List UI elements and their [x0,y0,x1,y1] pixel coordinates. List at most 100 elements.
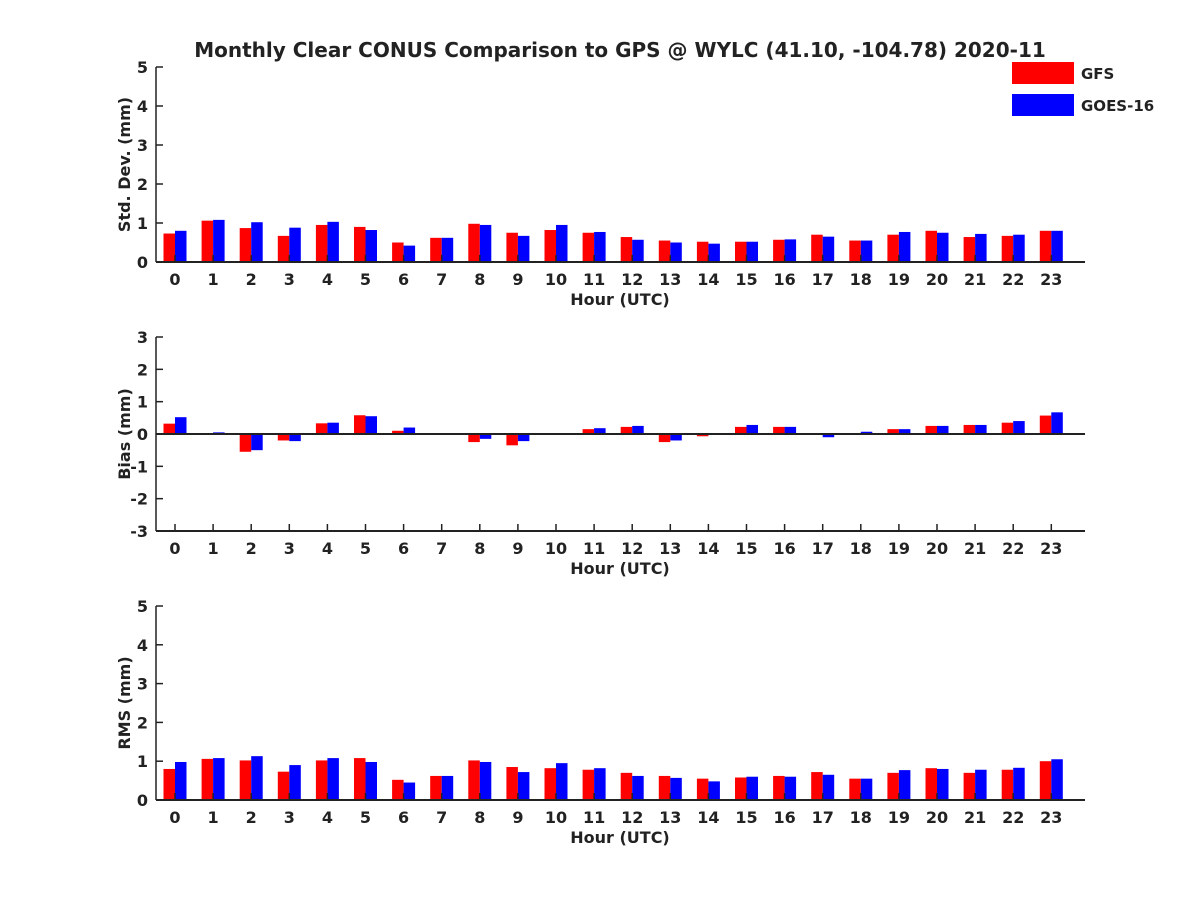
bar-gfs-hour-4 [315,423,328,434]
legend: GFS GOES-16 [1012,62,1154,116]
y-tick-label: 1 [137,752,148,771]
bar-goes-16-hour-21 [975,233,987,262]
bar-gfs-hour-0 [163,233,175,262]
bar-goes-16-hour-0 [175,761,187,800]
bar-goes-16-hour-17 [822,774,835,800]
x-axis-label: Hour (UTC) [570,290,670,309]
bar-goes-16-hour-6 [403,782,416,800]
bar-gfs-hour-10 [544,768,556,800]
x-tick-label: 6 [398,808,409,827]
bar-goes-16-hour-20 [937,425,949,434]
bar-goes-16-hour-17 [822,434,835,438]
bar-gfs-hour-21 [963,237,976,262]
x-tick-label: 8 [474,270,485,289]
x-tick-label: 17 [812,270,834,289]
x-tick-label: 19 [888,539,910,558]
y-axis-label: Bias (mm) [115,388,134,480]
x-tick-label: 21 [964,808,986,827]
bar-goes-16-hour-5 [365,230,377,262]
bar-goes-16-hour-4 [327,758,339,800]
bar-gfs-hour-2 [239,434,252,452]
bar-goes-16-hour-4 [327,221,339,262]
x-tick-label: 8 [474,539,485,558]
x-tick-label: 21 [964,539,986,558]
x-tick-label: 6 [398,539,409,558]
bar-gfs-hour-17 [811,772,823,800]
bar-gfs-hour-3 [277,434,290,441]
bar-gfs-hour-0 [163,423,175,434]
bar-gfs-hour-4 [315,224,328,262]
bar-gfs-hour-11 [582,232,595,262]
bar-goes-16-hour-23 [1051,412,1063,434]
x-tick-label: 13 [659,270,681,289]
bar-gfs-hour-18 [849,778,861,800]
bar-gfs-hour-4 [315,760,328,800]
bar-gfs-hour-0 [163,768,175,800]
y-tick-label: 0 [137,425,148,444]
legend-swatch-goes-16 [1012,94,1074,116]
bar-gfs-hour-5 [354,226,366,262]
bar-gfs-hour-14 [696,241,709,262]
bar-gfs-hour-22 [1001,235,1014,262]
bar-gfs-hour-11 [582,429,595,434]
y-tick-label: 2 [137,175,148,194]
bar-gfs-hour-22 [1001,769,1014,800]
bar-goes-16-hour-8 [479,761,492,800]
bar-goes-16-hour-8 [479,224,492,262]
bar-gfs-hour-13 [658,434,671,443]
bar-goes-16-hour-16 [784,426,797,434]
legend-label-goes-16: GOES-16 [1081,97,1154,115]
x-tick-label: 18 [850,270,872,289]
y-tick-label: 0 [137,253,148,272]
bar-goes-16-hour-14 [708,243,720,262]
x-tick-label: 3 [284,808,295,827]
bar-gfs-hour-21 [963,772,976,800]
bar-goes-16-hour-11 [594,768,606,800]
y-tick-label: 1 [137,393,148,412]
bar-goes-16-hour-0 [175,230,187,262]
x-tick-label: 6 [398,270,409,289]
y-axis-label: Std. Dev. (mm) [115,97,134,232]
x-tick-label: 19 [888,270,910,289]
bar-goes-16-hour-9 [517,434,530,442]
x-tick-label: 13 [659,539,681,558]
bar-goes-16-hour-18 [860,431,873,434]
bar-gfs-hour-8 [468,434,480,443]
bar-goes-16-hour-1 [213,758,225,800]
bar-goes-16-hour-6 [403,427,416,434]
bar-gfs-hour-12 [620,772,633,800]
bar-goes-16-hour-8 [479,434,492,439]
bar-gfs-hour-17 [811,234,823,262]
bar-gfs-hour-7 [430,237,442,262]
bar-gfs-hour-8 [468,223,480,262]
bar-goes-16-hour-4 [327,422,339,434]
bar-goes-16-hour-21 [975,769,987,800]
x-tick-label: 5 [360,270,371,289]
bar-goes-16-hour-10 [556,224,568,262]
x-tick-label: 4 [322,808,333,827]
x-tick-label: 18 [850,808,872,827]
bar-gfs-hour-15 [735,777,747,800]
bar-gfs-hour-9 [506,434,518,446]
x-axis-label: Hour (UTC) [570,828,670,847]
y-tick-label: 0 [137,791,148,810]
bar-goes-16-hour-2 [251,434,263,451]
x-tick-label: 15 [735,539,757,558]
bar-gfs-hour-20 [925,230,937,262]
x-tick-label: 7 [436,270,447,289]
bar-gfs-hour-3 [277,235,290,262]
x-tick-label: 13 [659,808,681,827]
bar-goes-16-hour-10 [556,763,568,800]
bar-goes-16-hour-0 [175,417,187,434]
x-tick-label: 10 [545,539,567,558]
bar-goes-16-hour-21 [975,424,987,434]
x-tick-label: 14 [697,270,719,289]
bar-goes-16-hour-22 [1013,767,1025,800]
y-tick-label: 3 [137,136,148,155]
bar-gfs-hour-19 [887,429,899,434]
x-tick-label: 5 [360,808,371,827]
bar-gfs-hour-20 [925,768,937,800]
bar-gfs-hour-22 [1001,422,1014,434]
